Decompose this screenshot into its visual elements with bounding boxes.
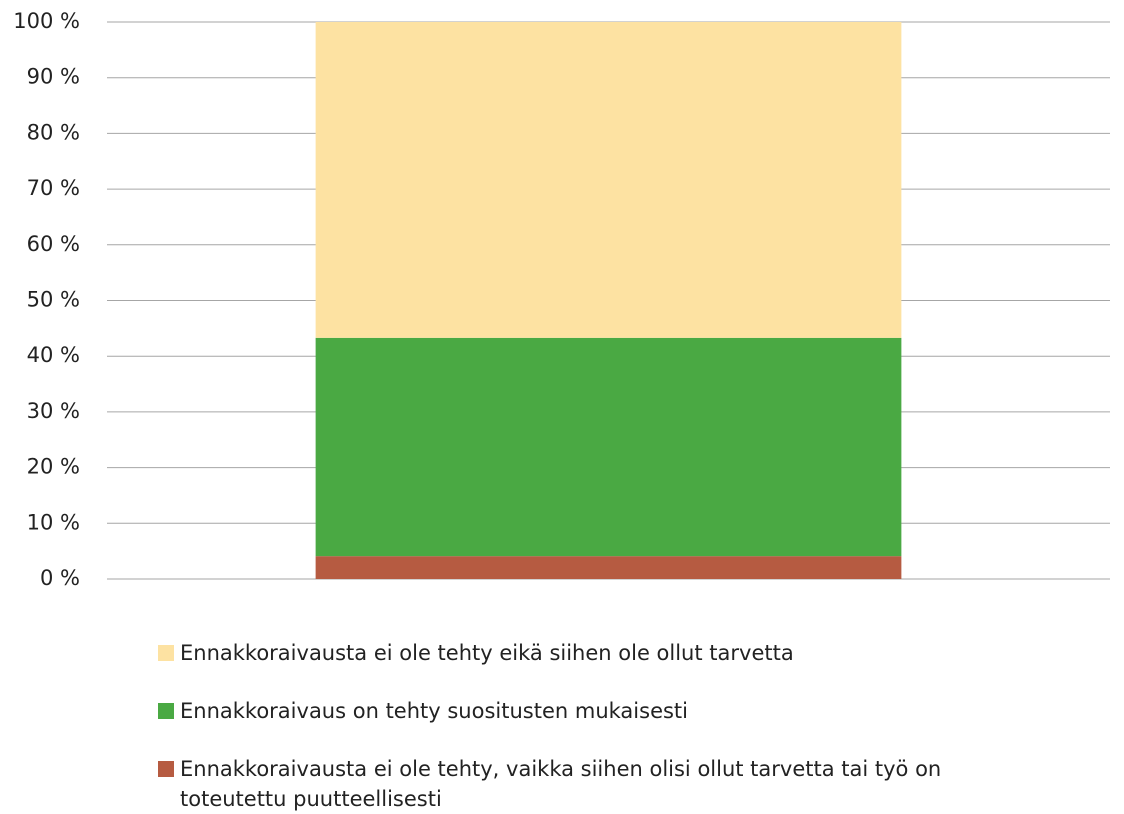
y-tick-label: 40 % bbox=[27, 343, 80, 367]
bar-segment bbox=[315, 22, 902, 338]
y-tick-label: 100 % bbox=[13, 9, 80, 33]
y-tick-label: 20 % bbox=[27, 455, 80, 479]
y-tick-label: 60 % bbox=[27, 232, 80, 256]
bar-segment bbox=[315, 556, 902, 579]
legend-label: Ennakkoraivaus on tehty suositusten muka… bbox=[180, 699, 688, 723]
legend-swatch bbox=[158, 645, 174, 661]
y-tick-label: 10 % bbox=[27, 510, 80, 534]
bar-segment bbox=[315, 337, 902, 557]
plot: 0 % 10 % 20 % 30 % 40 % 50 % 60 % 70 % 80 % 90 % 1… bbox=[13, 9, 1110, 590]
legend-label: Ennakkoraivausta ei ole tehty, vaikka si… bbox=[180, 757, 942, 811]
y-tick-label: 70 % bbox=[27, 176, 80, 200]
legend-item: Ennakkoraivaus on tehty suositusten muka… bbox=[158, 696, 978, 726]
legend-swatch bbox=[158, 703, 174, 719]
legend-label: Ennakkoraivausta ei ole tehty eikä siihe… bbox=[180, 641, 794, 665]
legend-item: Ennakkoraivausta ei ole tehty eikä siihe… bbox=[158, 638, 978, 668]
y-tick-label: 0 % bbox=[40, 566, 80, 590]
y-tick-label: 80 % bbox=[27, 120, 80, 144]
y-tick-label: 90 % bbox=[27, 65, 80, 89]
legend-item: Ennakkoraivausta ei ole tehty, vaikka si… bbox=[158, 754, 978, 814]
y-tick-label: 50 % bbox=[27, 288, 80, 312]
y-tick-label: 30 % bbox=[27, 399, 80, 423]
legend: Ennakkoraivausta ei ole tehty eikä siihe… bbox=[158, 638, 978, 814]
legend-swatch bbox=[158, 761, 174, 777]
